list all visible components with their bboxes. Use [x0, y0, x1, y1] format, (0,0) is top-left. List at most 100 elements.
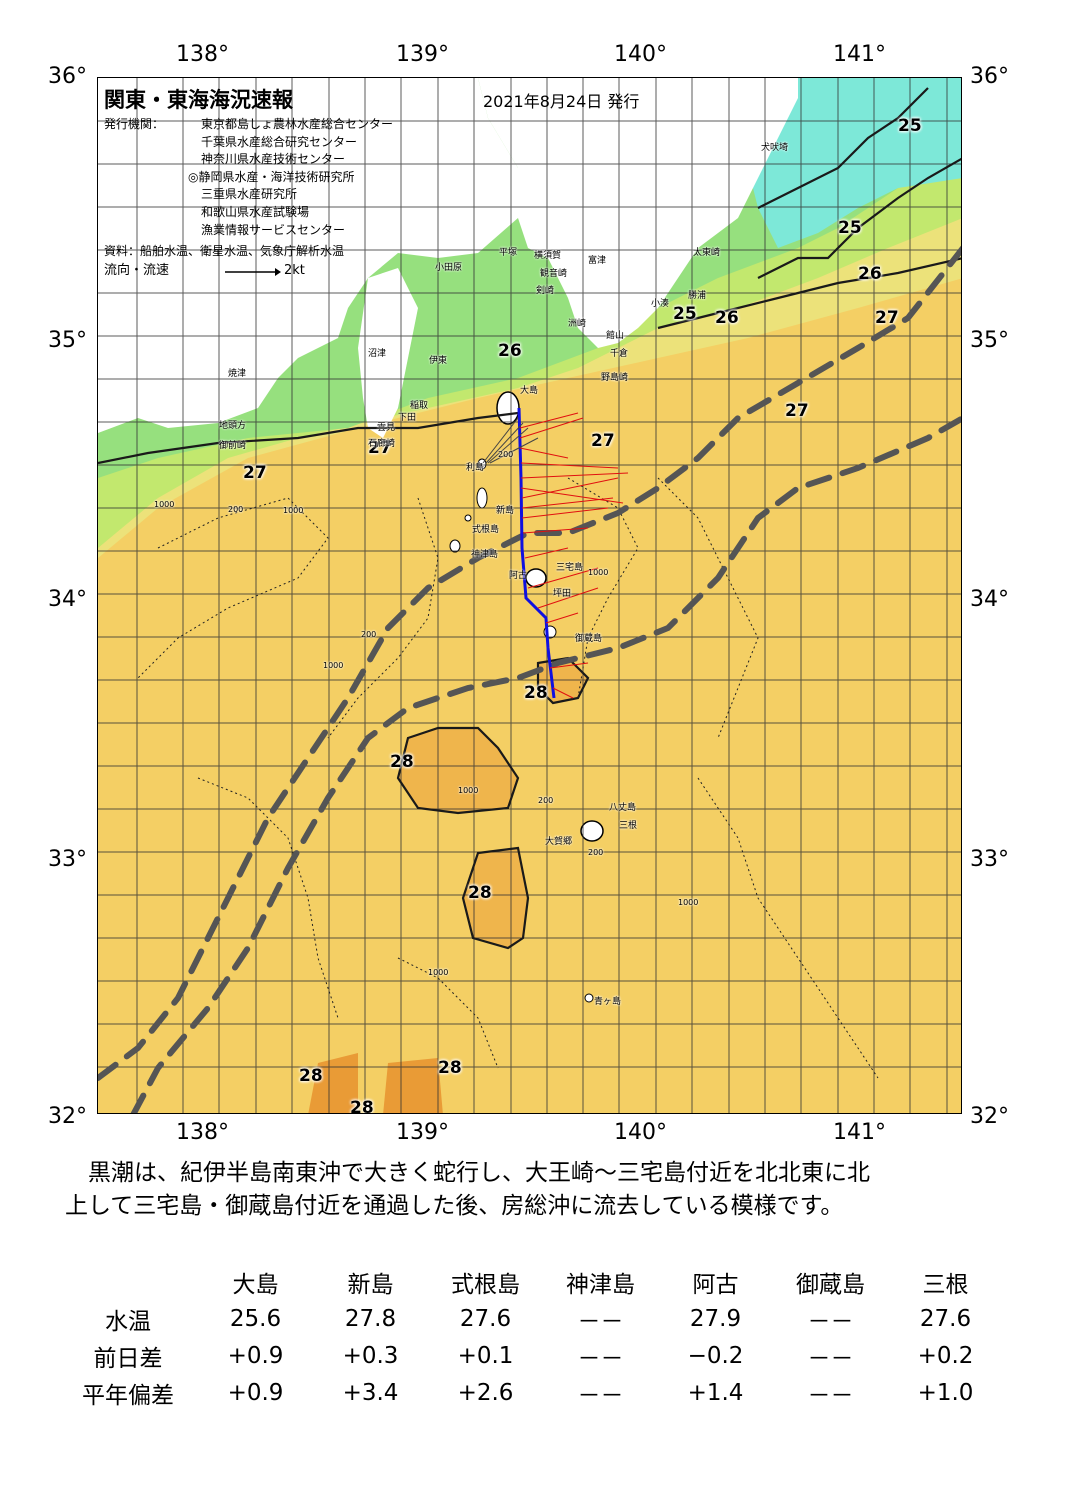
place-label: 八丈島	[609, 803, 637, 813]
current-vectors	[519, 412, 629, 699]
hot-patch-2	[383, 1058, 443, 1113]
table-cell: 27.6	[919, 1305, 972, 1332]
table-cell: +0.9	[227, 1342, 284, 1369]
place-label: 小田原	[435, 263, 463, 273]
isotherm-label: 28	[390, 752, 414, 772]
place-label: 地頭方	[219, 421, 247, 431]
island-niijima	[476, 487, 488, 509]
issue-date: 2021年8月24日 発行	[483, 92, 640, 111]
station-header: 新島	[347, 1271, 394, 1298]
warm-patch-1	[398, 728, 518, 813]
island-aogashima	[584, 993, 594, 1003]
island-oshima	[496, 391, 520, 425]
lat-label-35-right: 35°	[970, 328, 1009, 353]
depth-label: 200	[361, 630, 377, 639]
depth-label: 200	[498, 450, 514, 459]
place-label: 剣崎	[536, 286, 555, 296]
place-label: 石廊崎	[368, 439, 396, 449]
table-header-row: 大島 新島 式根島 神津島 阿古 御蔵島 三根	[58, 1263, 1003, 1300]
lat-label-33-right: 33°	[970, 847, 1009, 872]
place-label: 新島	[496, 506, 515, 516]
place-label: 利島	[466, 463, 485, 473]
lat-lon-grid	[98, 78, 961, 1113]
description-line-2: 上して三宅島・御蔵島付近を通過した後、房総沖に流去している模様です。	[65, 1193, 844, 1219]
depth-contours	[137, 477, 879, 1079]
depth-label: 1000	[588, 568, 609, 577]
place-label: 稲取	[410, 401, 429, 411]
place-label: 青ヶ島	[594, 997, 622, 1007]
isotherm-lines	[98, 87, 961, 950]
lat-label-35-left: 35°	[48, 328, 87, 353]
publisher-item: 神奈川県水産技術センター	[201, 152, 346, 167]
table-cell: −0.2	[687, 1342, 744, 1369]
place-label: 太東崎	[693, 248, 721, 258]
station-header: 御蔵島	[796, 1271, 865, 1298]
place-label: 御前崎	[219, 441, 247, 451]
lon-label-138-top: 138°	[176, 42, 229, 67]
current-legend-arrow-icon	[225, 268, 281, 276]
row-label: 平年偏差	[82, 1382, 174, 1409]
map-title: 関東・東海海況速報	[104, 88, 293, 112]
table-cell: 27.8	[344, 1305, 397, 1332]
station-header: 神津島	[566, 1271, 635, 1298]
depth-label: 1000	[323, 661, 344, 670]
place-label: 下田	[398, 413, 417, 423]
table-cell: +2.6	[457, 1379, 514, 1406]
isotherm-label: 28	[438, 1058, 462, 1078]
isotherm-label: 28	[299, 1066, 323, 1086]
lat-label-36-left: 36°	[48, 64, 87, 89]
publisher-item: 三重県水産研究所	[201, 187, 298, 202]
depth-label: 1000	[154, 500, 175, 509]
isotherm-label: 28	[468, 883, 492, 903]
place-label: 坪田	[553, 589, 572, 599]
publisher-label: 発行機関：	[104, 117, 165, 131]
isotherm-label: 25	[673, 304, 697, 324]
table-cell: －－	[577, 1345, 624, 1372]
isotherm-label: 26	[715, 308, 739, 328]
lon-label-138-bottom: 138°	[176, 1120, 229, 1145]
lat-label-36-right: 36°	[970, 64, 1009, 89]
depth-label: 200	[228, 505, 244, 514]
place-label: 三根	[619, 821, 638, 831]
isotherm-label: 27	[368, 438, 392, 458]
row-label: 水温	[105, 1308, 151, 1335]
table-cell: 27.6	[459, 1305, 512, 1332]
publisher-item: 千葉県水産総合研究センター	[201, 134, 358, 149]
table-cell: +0.1	[457, 1342, 514, 1369]
place-label: 伊東	[429, 356, 448, 366]
place-label: 阿古	[509, 571, 528, 581]
table-cell: 27.9	[689, 1305, 742, 1332]
lon-label-141-top: 141°	[833, 42, 886, 67]
isotherm-label: 26	[498, 341, 522, 361]
table-row: 前日差 +0.9 +0.3 +0.1 －－ −0.2 －－ +0.2	[58, 1337, 1003, 1374]
place-label: 勝浦	[688, 291, 707, 301]
publisher-item: ◎静岡県水産・海洋技術研究所	[188, 169, 355, 184]
station-header: 三根	[922, 1271, 969, 1298]
place-label: 大島	[520, 386, 539, 396]
table-cell: +1.0	[917, 1379, 974, 1406]
lon-label-141-bottom: 141°	[833, 1120, 886, 1145]
place-label: 三宅島	[556, 563, 584, 573]
place-label: 御蔵島	[575, 634, 603, 644]
place-label: 大賀郷	[545, 837, 573, 847]
depth-label: 1000	[428, 968, 449, 977]
gray-vectors	[482, 417, 539, 464]
land-kanto	[478, 78, 798, 348]
isotherm-label: 27	[875, 308, 899, 328]
lon-label-139-bottom: 139°	[396, 1120, 449, 1145]
current-legend-label: 流向・流速	[104, 263, 170, 278]
place-label: 観音崎	[540, 269, 568, 279]
data-sources: 資料：船舶水温、衛星水温、気象庁解析水温	[104, 244, 345, 258]
hot-patch-1	[308, 1053, 358, 1113]
place-label: 犬吠埼	[761, 143, 789, 153]
land-tokai	[98, 78, 518, 433]
publisher-list: 東京都島しょ農林水産総合センター 千葉県水産総合研究センター 神奈川県水産技術セ…	[188, 116, 393, 239]
isotherm-label: 27	[785, 401, 809, 421]
table-row: 平年偏差 +0.9 +3.4 +2.6 －－ +1.4 －－ +1.0	[58, 1374, 1003, 1411]
table-cell: +0.2	[917, 1342, 974, 1369]
isotherm-label: 28	[524, 683, 548, 703]
place-label: 式根島	[472, 525, 500, 535]
place-label: 神津島	[471, 550, 499, 560]
place-label: 焼津	[228, 369, 247, 379]
map-canvas	[98, 78, 961, 1113]
